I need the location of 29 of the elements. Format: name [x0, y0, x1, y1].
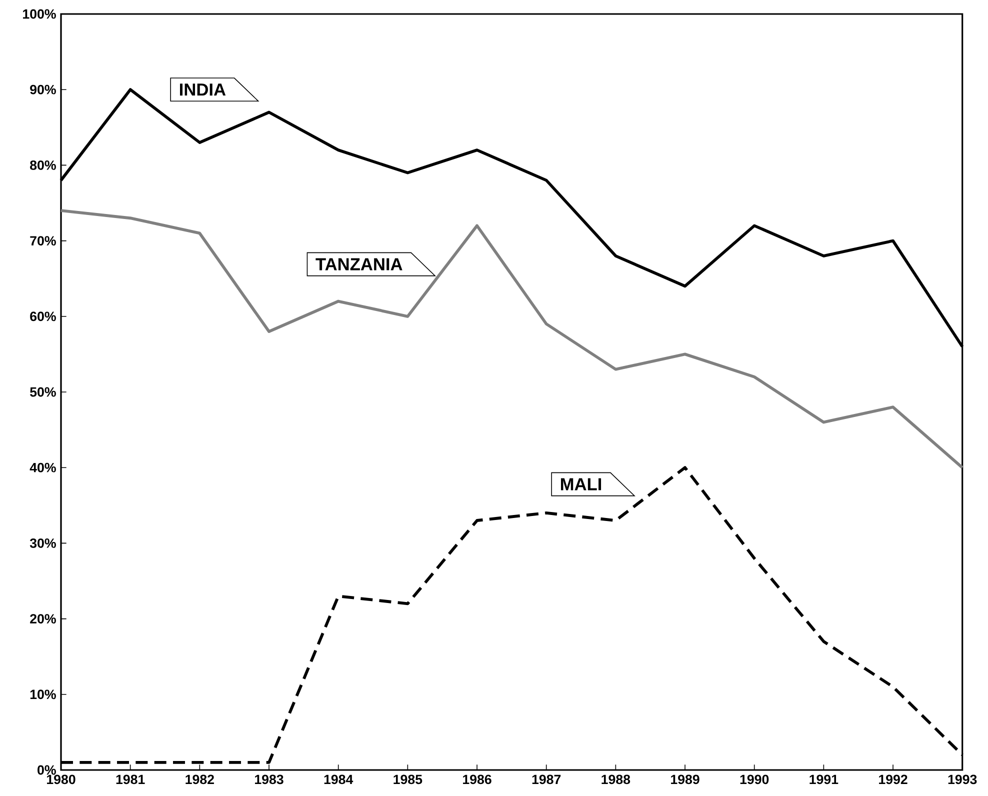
x-tick-label: 1993: [948, 774, 977, 784]
x-tick-label: 1986: [463, 774, 492, 784]
y-tick-label: 80%: [30, 160, 56, 170]
series-label: INDIA: [180, 84, 226, 96]
y-tick-label: 10%: [30, 690, 56, 700]
x-tick-label: 1980: [47, 774, 76, 784]
y-tick-label: 30%: [30, 538, 56, 548]
x-tick-label: 1981: [116, 774, 145, 784]
x-tick-label: 1984: [324, 774, 354, 784]
x-tick-label: 1992: [879, 774, 908, 784]
series-label: TANZANIA: [316, 258, 402, 270]
series-label: MALI: [560, 478, 602, 490]
x-tick-label: 1988: [602, 774, 630, 784]
x-tick-label: 1991: [810, 774, 838, 784]
y-tick-label: 70%: [30, 236, 56, 246]
x-tick-label: 1982: [186, 774, 214, 784]
y-tick-label: 90%: [30, 84, 56, 94]
x-tick-label: 1983: [255, 774, 284, 784]
line-series: [60, 209, 964, 470]
y-tick-label: 40%: [30, 462, 56, 472]
x-tick-label: 1989: [671, 774, 700, 784]
y-tick-label: 50%: [30, 387, 56, 397]
y-tick-label: 0%: [38, 765, 56, 775]
y-tick-label: 100%: [23, 9, 56, 19]
y-tick-label: 20%: [30, 614, 56, 624]
y-tick-label: 60%: [30, 312, 56, 322]
x-tick-label: 1985: [394, 774, 422, 784]
x-tick-label: 1987: [532, 774, 561, 784]
x-tick-label: 1990: [740, 774, 769, 784]
